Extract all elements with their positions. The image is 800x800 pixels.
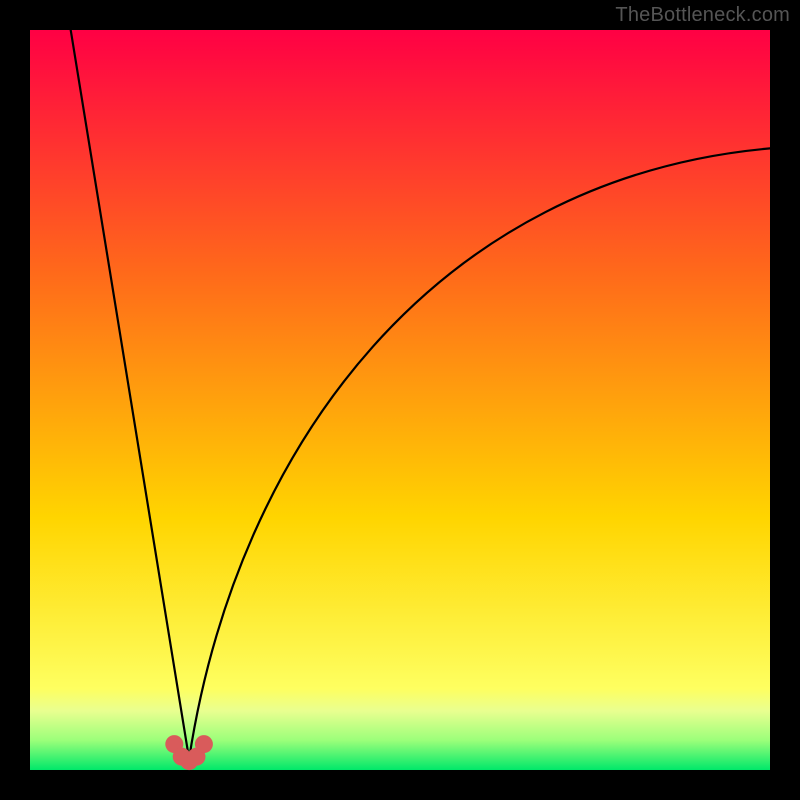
valley-marker <box>195 735 213 753</box>
chart-stage: TheBottleneck.com <box>0 0 800 800</box>
plot-area <box>30 30 770 770</box>
left-branch-curve <box>71 30 189 759</box>
right-branch-curve <box>189 148 770 759</box>
watermark-text: TheBottleneck.com <box>615 4 790 27</box>
valley-markers <box>165 735 213 770</box>
chart-svg <box>30 30 770 770</box>
